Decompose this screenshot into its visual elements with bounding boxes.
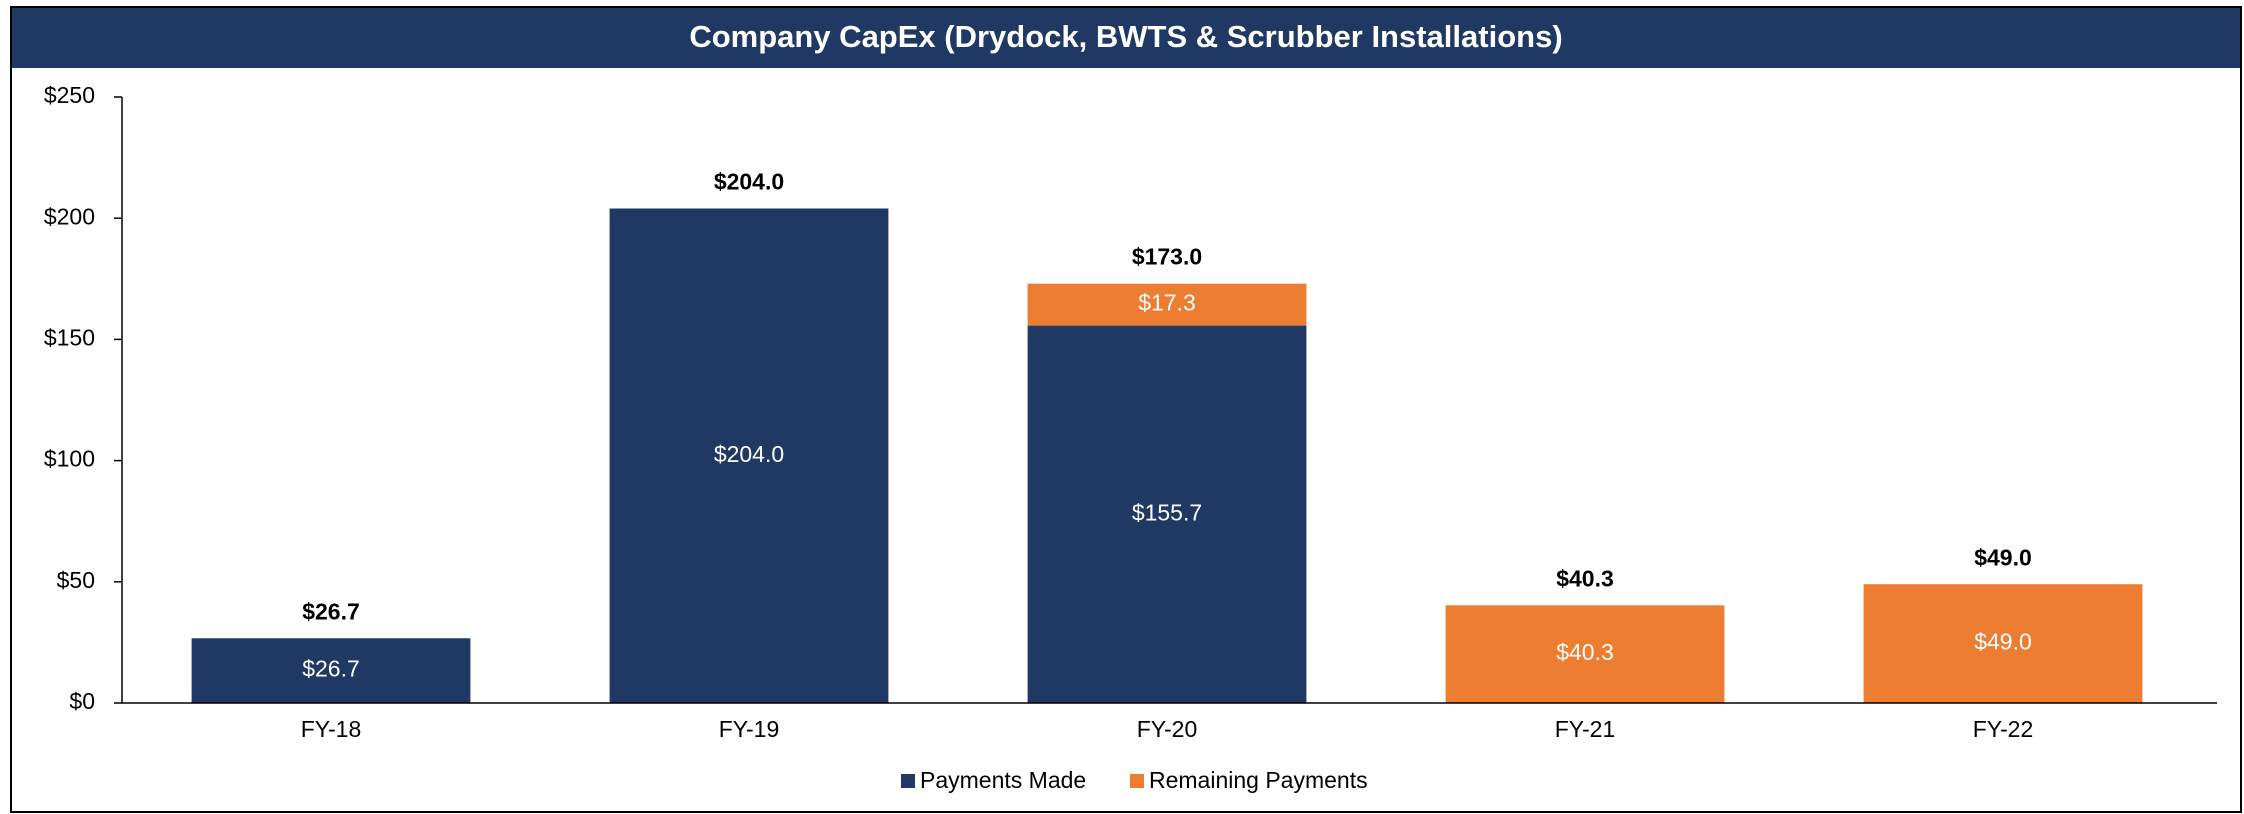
title-bar — [12, 8, 2240, 68]
value-label: $204.0 — [714, 441, 784, 467]
x-tick-label: FY-20 — [1137, 716, 1198, 742]
y-tick-label: $150 — [44, 324, 95, 350]
value-label: $40.3 — [1556, 639, 1614, 665]
value-label: $155.7 — [1132, 499, 1202, 525]
legend-swatch — [901, 774, 915, 788]
y-tick-label: $200 — [44, 203, 95, 229]
chart-title: Company CapEx (Drydock, BWTS & Scrubber … — [689, 19, 1562, 54]
bar-segment — [1027, 325, 1307, 703]
y-tick-label: $250 — [44, 82, 95, 108]
bar-segment — [191, 638, 471, 703]
bar-segment — [1027, 283, 1307, 326]
bar-segment — [1863, 584, 2143, 703]
y-tick-label: $50 — [57, 567, 95, 593]
value-label: $49.0 — [1974, 629, 2032, 655]
legend-label: Remaining Payments — [1149, 767, 1368, 793]
legend-swatch — [1130, 774, 1144, 788]
x-tick-label: FY-21 — [1555, 716, 1616, 742]
bar-segment — [609, 208, 889, 703]
total-label: $26.7 — [302, 598, 360, 624]
total-label: $40.3 — [1556, 565, 1614, 591]
y-tick-label: $100 — [44, 446, 95, 472]
bar-segment — [1445, 605, 1725, 703]
x-tick-label: FY-19 — [719, 716, 780, 742]
value-label: $17.3 — [1138, 290, 1196, 316]
x-tick-label: FY-18 — [301, 716, 362, 742]
y-tick-label: $0 — [69, 688, 95, 714]
legend-label: Payments Made — [920, 767, 1086, 793]
x-tick-label: FY-22 — [1973, 716, 2034, 742]
total-label: $204.0 — [714, 169, 784, 195]
total-label: $49.0 — [1974, 544, 2032, 570]
value-label: $26.7 — [302, 656, 360, 682]
total-label: $173.0 — [1132, 244, 1202, 270]
